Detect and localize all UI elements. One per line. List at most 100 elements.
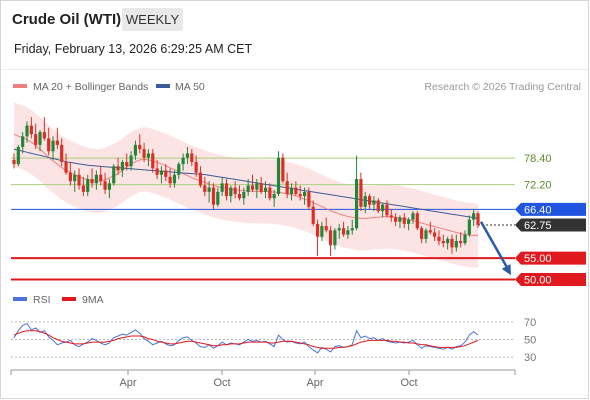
rsi-tick-label-2: 30	[524, 352, 536, 364]
candle-body	[68, 172, 72, 182]
candle	[207, 181, 211, 203]
candle	[294, 181, 298, 197]
candle-body	[120, 161, 125, 171]
candle-body	[177, 164, 181, 175]
candle-body	[281, 157, 285, 182]
candle	[185, 147, 190, 165]
candle	[25, 121, 29, 143]
candle-body	[211, 187, 216, 205]
candle-body	[446, 238, 450, 244]
candle-body	[224, 183, 229, 197]
candle	[198, 166, 203, 188]
candle-body	[289, 187, 294, 194]
candle	[320, 221, 324, 241]
candle-body	[398, 217, 402, 222]
candle	[328, 226, 333, 256]
level-label-5: 50.00	[524, 274, 552, 286]
candle-body	[255, 183, 259, 190]
level-tag-2	[515, 202, 586, 216]
candle	[90, 168, 94, 188]
candle-body	[476, 213, 480, 225]
candle-body	[12, 159, 16, 165]
candle-body	[164, 170, 168, 177]
candle	[107, 179, 112, 199]
candle	[112, 164, 116, 186]
candle-body	[367, 196, 372, 205]
candle	[246, 179, 250, 197]
instrument-title: Crude Oil (WTI)	[12, 11, 122, 28]
forecast-arrow-shaft	[479, 221, 510, 270]
candle-body	[433, 232, 437, 237]
candle	[168, 168, 172, 188]
candle-body	[394, 217, 398, 222]
candle-body	[185, 153, 190, 158]
candle-body	[159, 170, 164, 175]
candle-body	[363, 196, 367, 207]
candle	[146, 149, 151, 167]
candle-body	[55, 140, 59, 145]
candle-body	[51, 140, 55, 152]
level-tag-3	[515, 218, 586, 232]
candle-body	[276, 157, 281, 194]
candle-body	[73, 174, 77, 182]
candle-body	[229, 187, 233, 197]
candle	[272, 189, 276, 207]
candle-body	[16, 147, 20, 165]
candle-body	[420, 228, 424, 239]
x-axis-label-1: Oct	[213, 377, 230, 389]
candle-body	[77, 174, 81, 186]
candle-body	[437, 236, 441, 241]
timeframe-badge[interactable]: WEEKLY	[122, 8, 183, 31]
rsi-legend: RSI 9MA	[13, 294, 104, 306]
candle-body	[133, 144, 138, 156]
candle	[155, 159, 159, 180]
candle	[120, 159, 125, 177]
candle-body	[34, 134, 38, 145]
timestamp: Friday, February 13, 2026 6:29:25 AM CET	[14, 42, 253, 56]
candle	[424, 228, 428, 244]
ma50-legend-label: MA 50	[175, 81, 205, 93]
candle	[259, 176, 263, 194]
candle	[394, 213, 398, 227]
candle	[441, 234, 445, 248]
candle-body	[320, 226, 324, 237]
candle	[389, 208, 393, 222]
candle	[68, 161, 72, 186]
candle	[125, 153, 129, 171]
candle-body	[294, 187, 298, 194]
candle-body	[324, 226, 328, 231]
level-tag-4	[515, 251, 586, 265]
rsi-ma-legend-swatch	[62, 297, 76, 301]
candle-body	[181, 157, 185, 165]
candle	[372, 196, 376, 212]
rsi-panel: 70 50 30	[11, 317, 536, 364]
level-labels: 78.40 72.20 66.40 62.75 55.00 50.00	[515, 153, 586, 286]
candle	[51, 136, 55, 160]
candle	[133, 140, 138, 160]
candle-body	[42, 132, 46, 139]
candle-body	[415, 213, 419, 229]
level-label-3: 62.75	[524, 220, 552, 232]
candle-body	[233, 187, 237, 194]
candle-body	[333, 230, 337, 246]
candle	[446, 236, 450, 250]
candle	[450, 234, 454, 254]
candle-body	[376, 200, 380, 212]
candle-body	[90, 179, 94, 184]
candle	[263, 181, 268, 199]
x-axis-label-0: Apr	[119, 377, 136, 389]
candle	[402, 213, 406, 229]
candle	[454, 234, 458, 252]
candlesticks	[12, 117, 480, 256]
candle	[55, 127, 59, 150]
candle-body	[198, 172, 203, 186]
level-tag-5	[515, 272, 586, 286]
candle-body	[285, 181, 289, 194]
ma50-line	[13, 148, 479, 219]
candle-body	[216, 191, 220, 205]
candle-body	[94, 174, 98, 184]
candle-body	[38, 132, 42, 145]
candle	[181, 153, 185, 171]
candle-body	[454, 241, 458, 248]
